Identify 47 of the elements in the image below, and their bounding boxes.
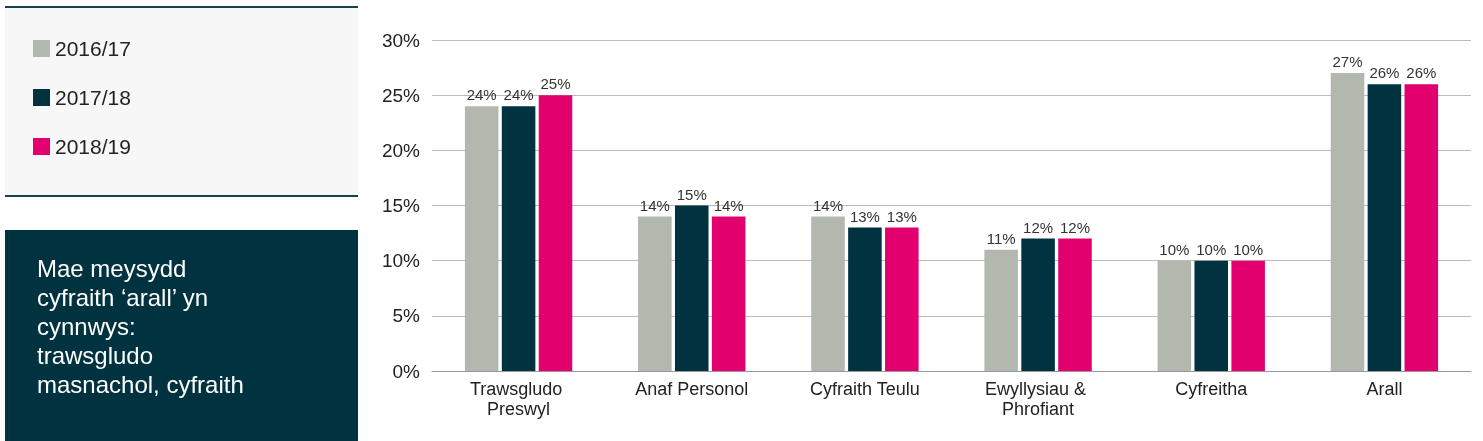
y-tick-label: 20%: [381, 139, 421, 161]
bar: [1404, 84, 1439, 371]
data-label: 27%: [1332, 53, 1363, 71]
legend-label: 2016/17: [55, 37, 131, 60]
y-tick-label: 0%: [392, 360, 421, 382]
bar: [674, 205, 709, 371]
y-tick-label: 15%: [381, 195, 421, 216]
y-tick-label: 5%: [392, 305, 421, 327]
data-label: 26%: [1369, 64, 1400, 82]
data-label: 14%: [639, 196, 670, 214]
x-tick-label: Cyfraith Teulu: [810, 379, 920, 399]
data-label: 10%: [1233, 240, 1264, 258]
y-tick-label: 10%: [381, 250, 421, 272]
y-tick-label: 30%: [381, 29, 421, 51]
data-label: 10%: [1196, 240, 1227, 258]
data-label: 13%: [849, 207, 880, 225]
data-label: 24%: [466, 86, 497, 104]
data-label: 12%: [1059, 218, 1091, 236]
bar: [1194, 260, 1229, 371]
bar: [1058, 238, 1092, 371]
bar: [1231, 260, 1265, 371]
bar: [1367, 84, 1402, 371]
x-tick-label: Trawsgludo Preswyl: [469, 379, 568, 419]
y-tick-label: 25%: [381, 84, 421, 106]
data-label: 25%: [540, 75, 571, 93]
data-label: 14%: [812, 196, 844, 214]
data-label: 12%: [1023, 218, 1054, 236]
bar: [501, 106, 536, 371]
legend-label: 2017/18: [55, 86, 131, 109]
text: Mae meysydd cyfraith ‘arall’ yn cynnwys: trawsgludo masnachol, cyfraith: [5, 230, 358, 441]
data-label: 24%: [503, 86, 534, 104]
bar: [885, 227, 919, 371]
bar: [711, 216, 746, 371]
legend-label: 2018/19: [55, 135, 131, 158]
data-label: 13%: [886, 207, 917, 225]
bar: [848, 227, 882, 371]
data-label: 10%: [1159, 240, 1190, 258]
bar: [1021, 238, 1055, 371]
data-label: 15%: [676, 185, 707, 203]
data-label: 14%: [713, 196, 744, 214]
x-tick-label: Anaf Personol: [635, 379, 749, 399]
x-tick-label: Cyfreitha: [1175, 379, 1249, 399]
x-tick-label: Ewyllysiau & Phrofiant: [985, 379, 1092, 419]
data-label: 26%: [1406, 64, 1437, 82]
bar: [538, 95, 573, 371]
data-label: 11%: [986, 229, 1016, 247]
x-tick-label: Arall: [1366, 379, 1403, 399]
